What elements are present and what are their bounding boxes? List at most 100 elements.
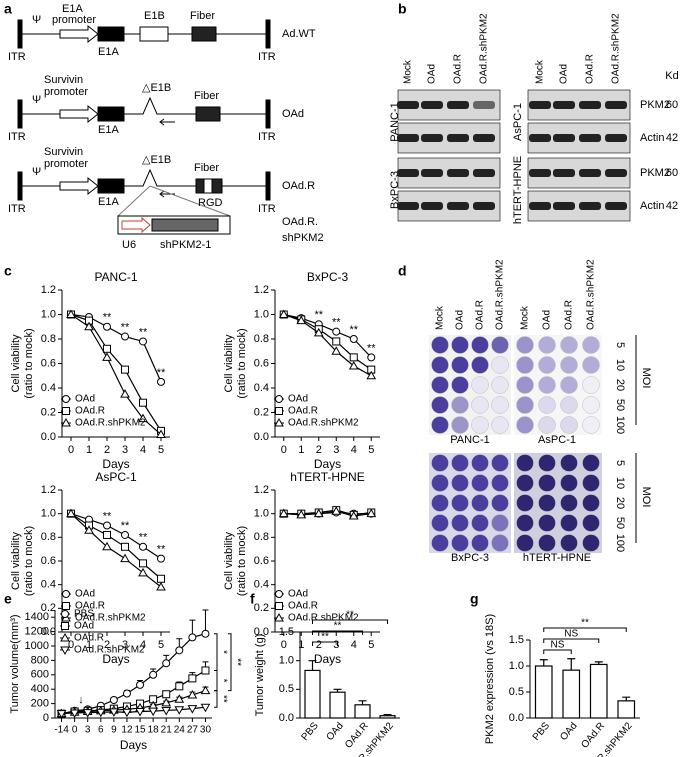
promoter-label: promoter (52, 14, 96, 26)
moi-value: 5 (614, 342, 626, 348)
marker (187, 689, 198, 699)
x-tick-label: 5 (368, 639, 374, 651)
marker (61, 417, 71, 427)
marker (139, 542, 147, 551)
marker (348, 360, 359, 370)
marker (275, 590, 283, 598)
marker (138, 413, 148, 423)
well (451, 534, 469, 552)
psi: Ψ (32, 166, 41, 178)
marker (103, 344, 111, 353)
error-bar (567, 658, 576, 671)
marker (62, 395, 70, 403)
moi-value: 100 (614, 534, 626, 552)
error-bar (308, 660, 317, 671)
blot-band (529, 101, 551, 109)
x-tick-label: 3 (333, 639, 339, 651)
marker (296, 509, 307, 519)
well (451, 494, 469, 512)
legend-label: OAd.R.shPKM2 (288, 418, 359, 429)
panel-label: f (250, 591, 255, 607)
x-tick-label: 3 (122, 639, 128, 651)
marker (62, 602, 70, 610)
significance-bracket (543, 649, 572, 654)
marker (82, 709, 93, 718)
marker (103, 322, 111, 331)
y-axis-label: (ratio to mock) (23, 526, 35, 596)
blot-band (473, 202, 495, 210)
significance-bracket (312, 630, 363, 635)
marker (109, 696, 118, 704)
cell-line-label: PANC-1 (450, 434, 490, 446)
itr-label: ITR (8, 51, 26, 63)
y-axis-label: (ratio to mock) (23, 328, 35, 398)
well (431, 336, 449, 354)
promoter-label: promoter (44, 86, 88, 98)
x-tick-label: 15 (134, 725, 146, 736)
well (516, 494, 534, 512)
marker (366, 508, 377, 518)
blot-band (397, 134, 419, 142)
marker (331, 346, 342, 355)
x-axis-label: Days (102, 652, 129, 666)
protein-label: Actin (640, 200, 664, 212)
error-bar (622, 696, 631, 701)
insert-label: U6 (122, 239, 136, 251)
well (451, 376, 469, 394)
well (471, 494, 489, 512)
legend-label: OAd.R (288, 406, 318, 417)
construct-name: OAd.R. (282, 216, 318, 228)
lane-label: Mock (435, 305, 446, 330)
well (560, 416, 578, 434)
marker (296, 315, 307, 325)
marker (61, 622, 69, 630)
x-tick-label: OAd (558, 721, 579, 743)
well (538, 376, 556, 394)
x-tick-label: 12 (121, 725, 133, 736)
x-tick-label: 9 (111, 725, 117, 736)
marker (200, 703, 211, 713)
well (560, 514, 578, 532)
well (560, 474, 578, 492)
psi: Ψ (32, 94, 41, 106)
lane-label: OAd.R (453, 54, 464, 84)
marker (136, 680, 145, 689)
e1a-box (97, 178, 125, 194)
marker (156, 429, 166, 439)
legend-label: OAd.R.shPKM2 (74, 645, 145, 656)
cell-line-label: hTERT-HPNE (512, 156, 524, 224)
construct-name: shPKM2 (282, 232, 324, 244)
y-tick-label: 0.8 (41, 531, 56, 543)
construct-labels: Ψ ITR ITR E1A promoter E1A E1B Fiber Ad.… (8, 3, 324, 251)
well (491, 454, 509, 472)
moi-value: 5 (614, 460, 626, 466)
itr-bar (265, 19, 271, 49)
itr-label: ITR (8, 203, 26, 215)
moi-value: 10 (614, 477, 626, 489)
blot-band (605, 101, 627, 109)
blot-band (447, 134, 469, 142)
well (431, 416, 449, 434)
x-tick-label: 5 (158, 444, 164, 456)
well (431, 454, 449, 472)
legend-label: OAd.R (74, 633, 104, 644)
y-tick-label: 1.2 (254, 484, 269, 496)
blot-band (447, 101, 469, 109)
marker (275, 602, 283, 610)
blot-band (421, 134, 443, 142)
x-tick-label: 6 (98, 725, 104, 736)
y-tick-label: 1.0 (41, 308, 56, 320)
y-tick-label: 1.0 (279, 655, 294, 667)
well (471, 474, 489, 492)
shpkm2-box (151, 218, 219, 232)
significance: ** (139, 326, 148, 338)
fiber-box (195, 106, 221, 122)
error-bar (333, 688, 342, 693)
blot-band (529, 169, 551, 177)
legend-label: OAd.R (75, 601, 105, 612)
y-tick-label: 600 (31, 669, 49, 681)
marker (139, 398, 147, 407)
well (471, 336, 489, 354)
marker (187, 705, 198, 714)
marker (278, 508, 289, 518)
